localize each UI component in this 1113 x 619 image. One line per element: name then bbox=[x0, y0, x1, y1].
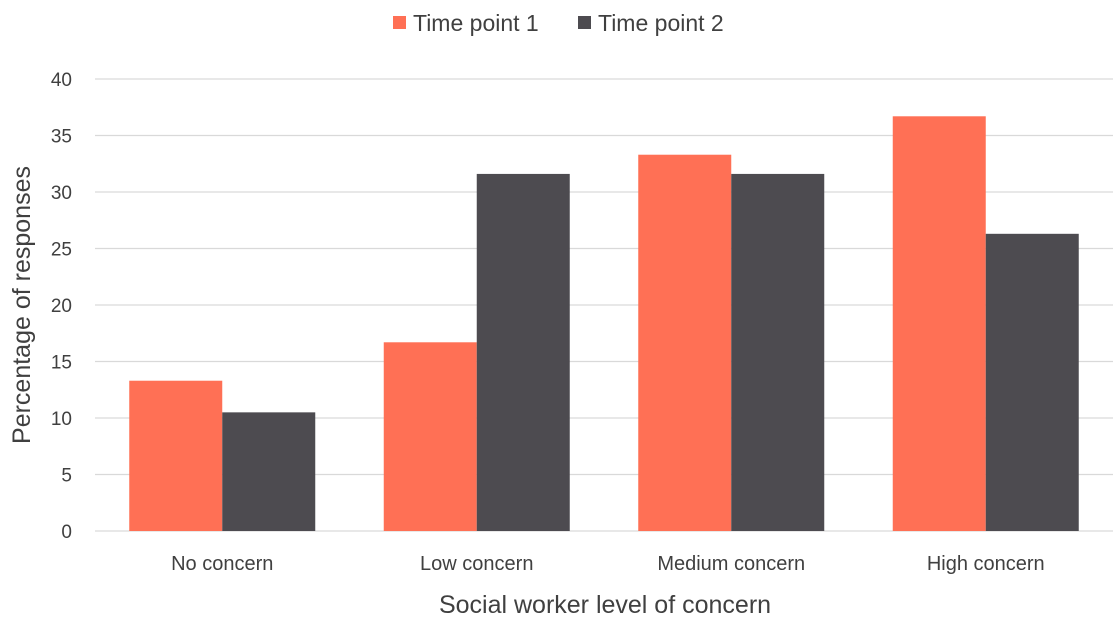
y-tick-label: 15 bbox=[51, 353, 72, 374]
bar-time-point-2-high-concern bbox=[985, 233, 1079, 531]
x-tick-label-high-concern: High concern bbox=[927, 553, 1045, 575]
bar-time-point-1-low-concern bbox=[383, 342, 477, 531]
legend-swatch-time-point-2 bbox=[578, 16, 591, 29]
legend: Time point 1 Time point 2 bbox=[393, 10, 724, 36]
x-tick-label-no-concern: No concern bbox=[171, 553, 273, 575]
bar-time-point-2-medium-concern bbox=[731, 173, 825, 532]
legend-label-time-point-1: Time point 1 bbox=[413, 10, 539, 36]
bar-time-point-2-low-concern bbox=[476, 173, 570, 532]
x-tick-label-low-concern: Low concern bbox=[420, 553, 533, 575]
y-axis-title: Percentage of responses bbox=[8, 166, 36, 444]
bar-time-point-1-no-concern bbox=[129, 380, 223, 531]
bar-time-point-2-no-concern bbox=[222, 412, 316, 531]
y-tick-label: 0 bbox=[61, 522, 72, 543]
y-tick-label: 25 bbox=[51, 240, 72, 261]
y-tick-label: 10 bbox=[51, 409, 72, 430]
legend-label-time-point-2: Time point 2 bbox=[598, 10, 724, 36]
x-axis-ticks: No concern Low concern Medium concern High … bbox=[171, 553, 1045, 575]
bars bbox=[129, 116, 1079, 532]
bar-time-point-1-high-concern bbox=[892, 116, 986, 531]
y-tick-label: 20 bbox=[51, 296, 72, 317]
legend-swatch-time-point-1 bbox=[393, 16, 406, 29]
y-tick-label: 35 bbox=[51, 127, 72, 148]
x-axis-title: Social worker level of concern bbox=[439, 591, 771, 619]
bar-time-point-1-medium-concern bbox=[638, 154, 732, 531]
y-tick-label: 5 bbox=[61, 466, 72, 487]
y-tick-label: 30 bbox=[51, 183, 72, 204]
x-tick-label-medium-concern: Medium concern bbox=[657, 553, 805, 575]
y-tick-label: 40 bbox=[51, 70, 72, 91]
y-axis-ticks: 0 5 10 15 20 25 30 35 40 bbox=[51, 70, 72, 543]
